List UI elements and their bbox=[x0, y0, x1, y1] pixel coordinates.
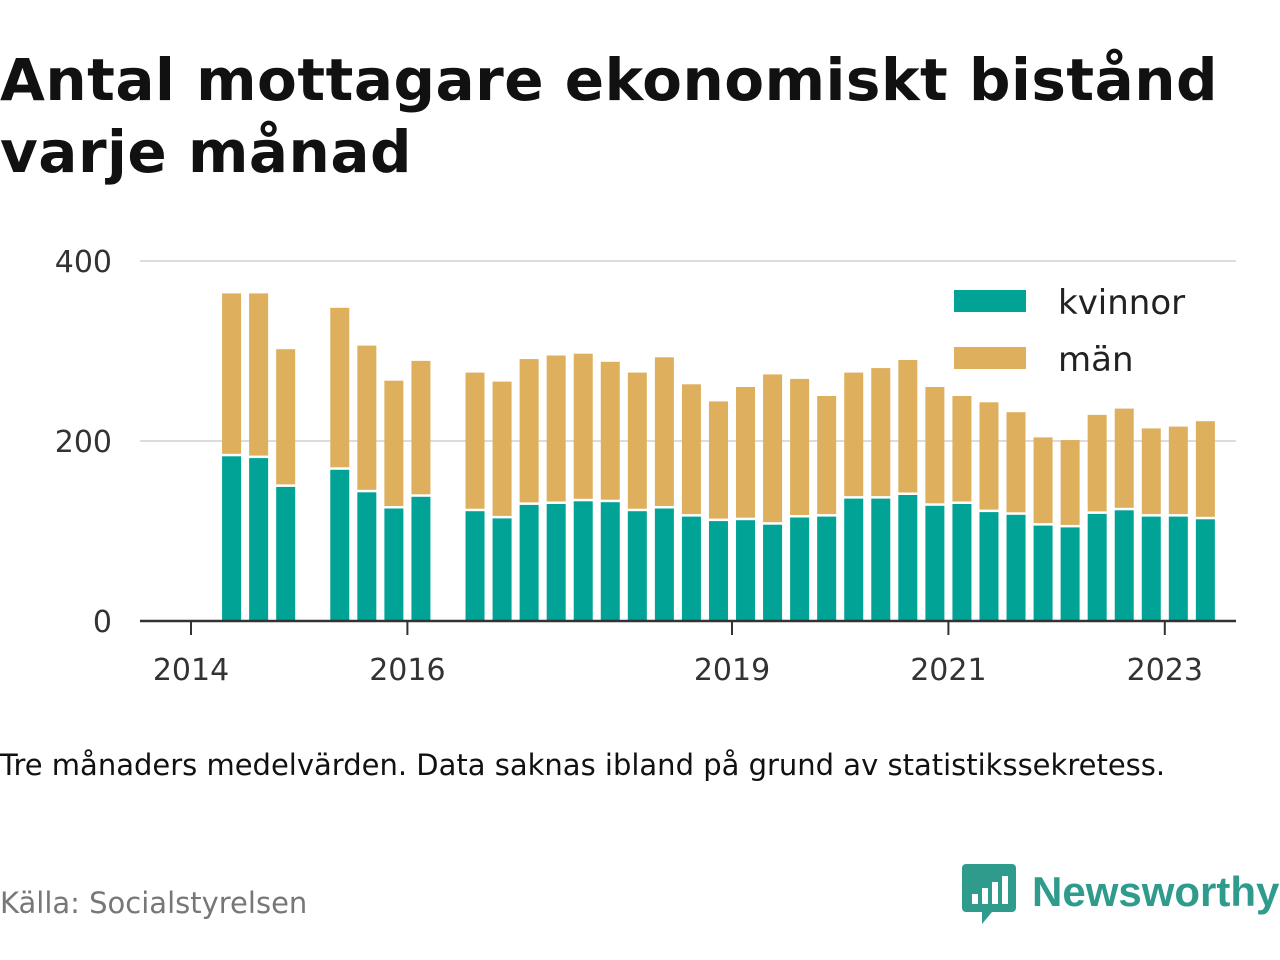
bar-segment-kvinnor bbox=[1114, 510, 1134, 621]
bar-segment-kvinnor bbox=[519, 504, 539, 621]
bar-segment-kvinnor bbox=[1141, 516, 1161, 621]
bar-segment-kvinnor bbox=[249, 458, 269, 621]
bar-segment-kvinnor bbox=[654, 508, 674, 621]
bars bbox=[222, 293, 1215, 621]
bar-segment-man bbox=[222, 293, 242, 454]
bar-segment-kvinnor bbox=[627, 511, 647, 621]
legend-swatch bbox=[954, 290, 1026, 312]
bar-segment-man bbox=[654, 357, 674, 506]
stacked-bar-chart: 0 200 400 2014 2016 2019 2021 2023 kvinnor män bbox=[55, 245, 1236, 688]
bar-segment-kvinnor bbox=[1006, 514, 1026, 621]
bar-segment-man bbox=[276, 349, 296, 485]
bar-segment-kvinnor bbox=[844, 498, 864, 621]
bar-segment-kvinnor bbox=[763, 524, 783, 621]
chart-title: Antal mottagare ekonomiskt bistånd varje… bbox=[0, 46, 1219, 186]
y-tick-label: 0 bbox=[93, 605, 112, 640]
brand-name: Newsworthy bbox=[1032, 868, 1280, 915]
bar-segment-kvinnor bbox=[600, 502, 620, 621]
newsworthy-logo-icon bbox=[962, 864, 1016, 924]
bar-segment-man bbox=[979, 402, 999, 510]
y-tick-label: 200 bbox=[55, 425, 112, 460]
bar-segment-kvinnor bbox=[573, 501, 593, 621]
bar-segment-kvinnor bbox=[979, 512, 999, 621]
bar-segment-man bbox=[492, 381, 512, 516]
bar-segment-man bbox=[519, 359, 539, 503]
x-tick-label: 2023 bbox=[1127, 653, 1203, 688]
bar-segment-man bbox=[844, 372, 864, 497]
bar-segment-kvinnor bbox=[222, 456, 242, 621]
bar-segment-man bbox=[763, 374, 783, 523]
bar-segment-kvinnor bbox=[330, 469, 350, 621]
bar-segment-kvinnor bbox=[1060, 527, 1080, 621]
bar-segment-kvinnor bbox=[1195, 519, 1215, 621]
bar-segment-man bbox=[871, 368, 891, 497]
x-tick-label: 2021 bbox=[910, 653, 986, 688]
bar-segment-kvinnor bbox=[708, 521, 728, 621]
legend-label: män bbox=[1058, 340, 1134, 380]
bar-segment-man bbox=[411, 360, 431, 495]
bar-segment-kvinnor bbox=[357, 492, 377, 621]
bar-segment-man bbox=[1168, 426, 1188, 515]
bar-segment-man bbox=[1087, 414, 1107, 512]
legend-swatch bbox=[954, 347, 1026, 369]
bar-segment-man bbox=[627, 372, 647, 509]
bar-segment-man bbox=[952, 396, 972, 502]
bar-segment-man bbox=[249, 293, 269, 456]
bar-segment-man bbox=[600, 361, 620, 500]
x-tick-label: 2016 bbox=[369, 653, 445, 688]
bar-segment-man bbox=[898, 360, 918, 493]
bar-segment-kvinnor bbox=[384, 508, 404, 621]
bar-segment-kvinnor bbox=[492, 518, 512, 621]
legend-label: kvinnor bbox=[1058, 283, 1185, 323]
bar-segment-kvinnor bbox=[546, 504, 566, 621]
bar-segment-kvinnor bbox=[411, 496, 431, 621]
y-tick-label: 400 bbox=[55, 245, 112, 280]
bar-segment-man bbox=[330, 307, 350, 468]
bar-segment-man bbox=[573, 353, 593, 499]
bar-segment-man bbox=[1195, 421, 1215, 517]
axes: 0 200 400 2014 2016 2019 2021 2023 bbox=[55, 245, 1236, 688]
bar-segment-kvinnor bbox=[681, 516, 701, 621]
bar-segment-kvinnor bbox=[1168, 516, 1188, 621]
bar-segment-man bbox=[708, 401, 728, 519]
bar-segment-man bbox=[465, 372, 485, 509]
bar-segment-kvinnor bbox=[1033, 525, 1053, 621]
bar-segment-kvinnor bbox=[276, 486, 296, 621]
bar-segment-man bbox=[1114, 408, 1134, 508]
bar-segment-kvinnor bbox=[925, 505, 945, 621]
bar-segment-man bbox=[681, 384, 701, 515]
bar-segment-kvinnor bbox=[898, 495, 918, 621]
bar-segment-kvinnor bbox=[790, 517, 810, 621]
bar-segment-man bbox=[1006, 412, 1026, 513]
bar-segment-man bbox=[736, 387, 756, 518]
bar-segment-man bbox=[546, 355, 566, 502]
source-credit: Källa: Socialstyrelsen bbox=[0, 886, 308, 920]
bar-segment-man bbox=[790, 378, 810, 515]
bar-segment-man bbox=[1141, 428, 1161, 515]
chart-note: Tre månaders medelvärden. Data saknas ib… bbox=[0, 748, 1166, 782]
x-tick-label: 2014 bbox=[153, 653, 229, 688]
bar-segment-man bbox=[1060, 440, 1080, 525]
bar-segment-man bbox=[384, 380, 404, 506]
bar-segment-man bbox=[817, 396, 837, 515]
bar-segment-man bbox=[357, 345, 377, 490]
legend: kvinnor män bbox=[954, 283, 1185, 380]
brand-logo: Newsworthy bbox=[962, 862, 1280, 926]
bar-segment-man bbox=[1033, 437, 1053, 524]
bar-segment-kvinnor bbox=[952, 504, 972, 621]
bar-segment-kvinnor bbox=[817, 516, 837, 621]
bar-segment-kvinnor bbox=[465, 511, 485, 621]
bar-segment-man bbox=[925, 387, 945, 504]
bar-segment-kvinnor bbox=[871, 498, 891, 621]
bar-segment-kvinnor bbox=[1087, 513, 1107, 621]
bar-segment-kvinnor bbox=[736, 520, 756, 621]
x-tick-label: 2019 bbox=[694, 653, 770, 688]
